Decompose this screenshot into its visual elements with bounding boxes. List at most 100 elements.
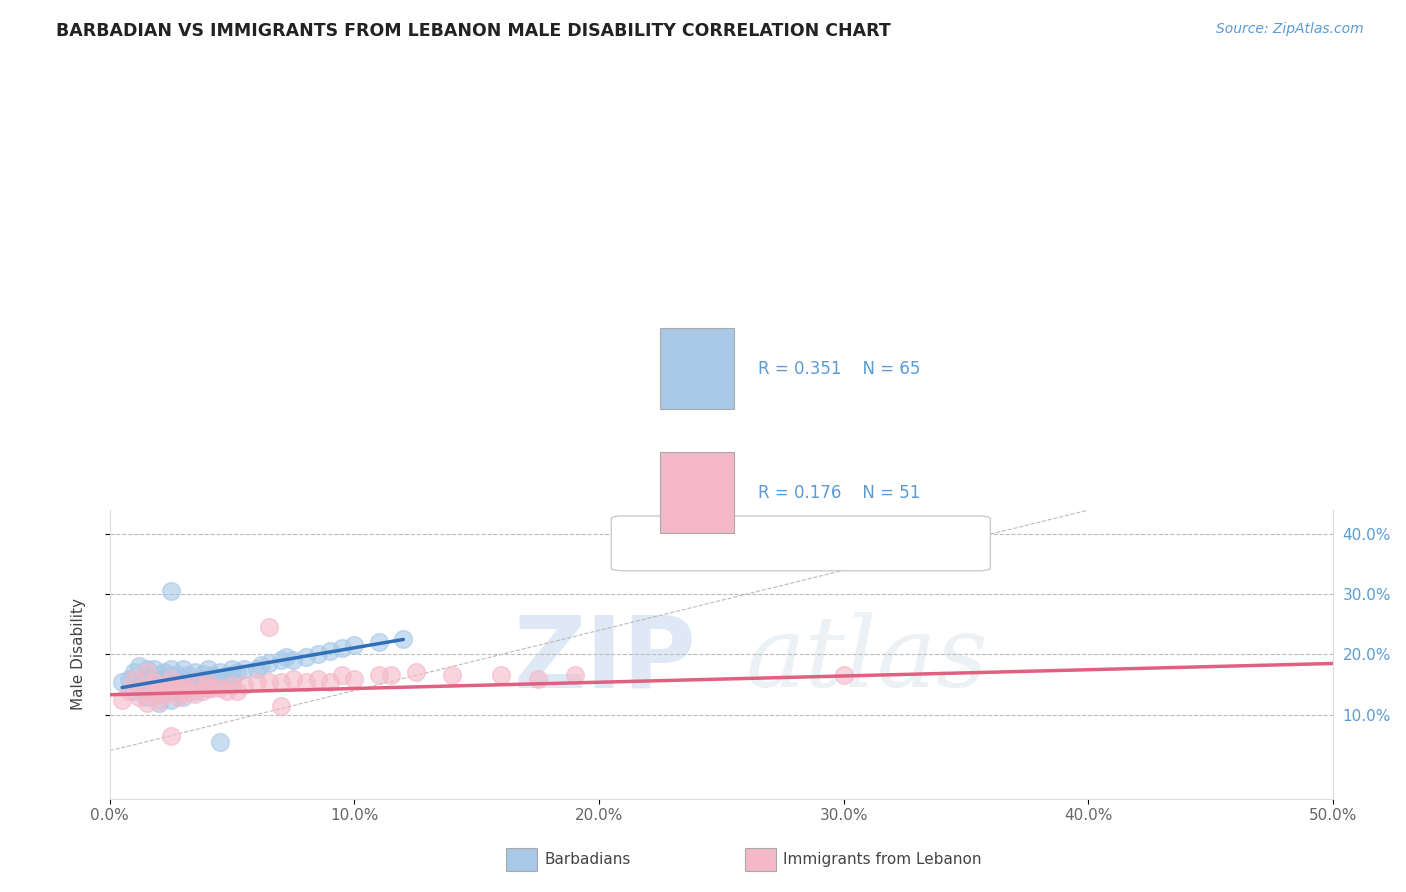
Point — [135, 674, 157, 689]
Point — [257, 674, 280, 689]
Point — [191, 683, 214, 698]
Point — [124, 672, 146, 686]
Point — [197, 674, 219, 689]
Point — [142, 687, 165, 701]
Point — [184, 674, 207, 689]
Point — [160, 584, 183, 599]
Point — [142, 674, 165, 689]
Point — [167, 690, 190, 704]
Point — [208, 681, 231, 695]
Point — [405, 665, 427, 680]
Y-axis label: Male Disability: Male Disability — [72, 599, 86, 710]
Point — [274, 650, 297, 665]
Point — [233, 663, 256, 677]
FancyBboxPatch shape — [612, 516, 990, 571]
Point — [184, 687, 207, 701]
Point — [152, 687, 174, 701]
Text: Barbadians: Barbadians — [544, 853, 630, 867]
Point — [246, 674, 269, 689]
Point — [184, 683, 207, 698]
Point — [152, 681, 174, 695]
Point — [167, 674, 190, 689]
Text: Source: ZipAtlas.com: Source: ZipAtlas.com — [1216, 22, 1364, 37]
Point — [217, 683, 239, 698]
Point — [217, 668, 239, 682]
Text: atlas: atlas — [745, 613, 988, 708]
Text: R = 0.351    N = 65: R = 0.351 N = 65 — [758, 359, 921, 377]
Point — [270, 698, 292, 713]
Point — [184, 665, 207, 680]
Point — [118, 683, 141, 698]
Point — [283, 653, 305, 667]
Point — [250, 658, 273, 673]
Point — [160, 692, 183, 706]
Point — [142, 663, 165, 677]
Point — [135, 663, 157, 677]
Point — [208, 674, 231, 689]
Point — [367, 635, 389, 649]
Point — [208, 665, 231, 680]
Point — [489, 668, 512, 682]
Point — [167, 668, 190, 682]
Point — [270, 653, 292, 667]
Point — [283, 672, 305, 686]
Point — [141, 681, 163, 695]
Bar — [661, 328, 734, 409]
Point — [343, 639, 366, 653]
Point — [221, 677, 243, 691]
Point — [152, 665, 174, 680]
Point — [172, 681, 194, 695]
Point — [148, 681, 170, 695]
Point — [177, 683, 200, 698]
Point — [177, 668, 200, 682]
Point — [111, 674, 134, 689]
Point — [201, 681, 224, 695]
Point — [226, 665, 249, 680]
Point — [257, 620, 280, 634]
Point — [197, 663, 219, 677]
Bar — [661, 452, 734, 533]
Point — [270, 674, 292, 689]
Point — [172, 690, 194, 704]
Point — [152, 674, 174, 689]
Point — [441, 668, 464, 682]
Point — [118, 672, 141, 686]
Point — [135, 696, 157, 710]
Point — [330, 668, 353, 682]
Point — [160, 683, 183, 698]
Point — [197, 681, 219, 695]
Point — [111, 692, 134, 706]
Point — [330, 641, 353, 656]
Point — [221, 672, 243, 686]
Point — [201, 668, 224, 682]
Point — [172, 687, 194, 701]
Point — [294, 650, 316, 665]
Point — [564, 668, 586, 682]
Point — [367, 668, 389, 682]
Point — [172, 672, 194, 686]
Text: ZIP: ZIP — [515, 612, 697, 709]
Point — [128, 677, 150, 691]
Point — [135, 690, 157, 704]
Point — [172, 663, 194, 677]
Point — [160, 668, 183, 682]
Point — [319, 674, 342, 689]
Point — [177, 677, 200, 691]
Point — [135, 665, 157, 680]
Point — [832, 668, 855, 682]
Point — [208, 734, 231, 748]
Point — [307, 672, 329, 686]
Point — [221, 663, 243, 677]
Point — [257, 657, 280, 671]
Point — [167, 683, 190, 698]
Point — [191, 674, 214, 689]
Point — [172, 677, 194, 691]
Point — [152, 677, 174, 691]
Point — [246, 663, 269, 677]
Point — [307, 648, 329, 662]
Point — [142, 672, 165, 686]
Point — [124, 683, 146, 698]
Point — [148, 668, 170, 682]
Point — [124, 665, 146, 680]
Point — [148, 687, 170, 701]
